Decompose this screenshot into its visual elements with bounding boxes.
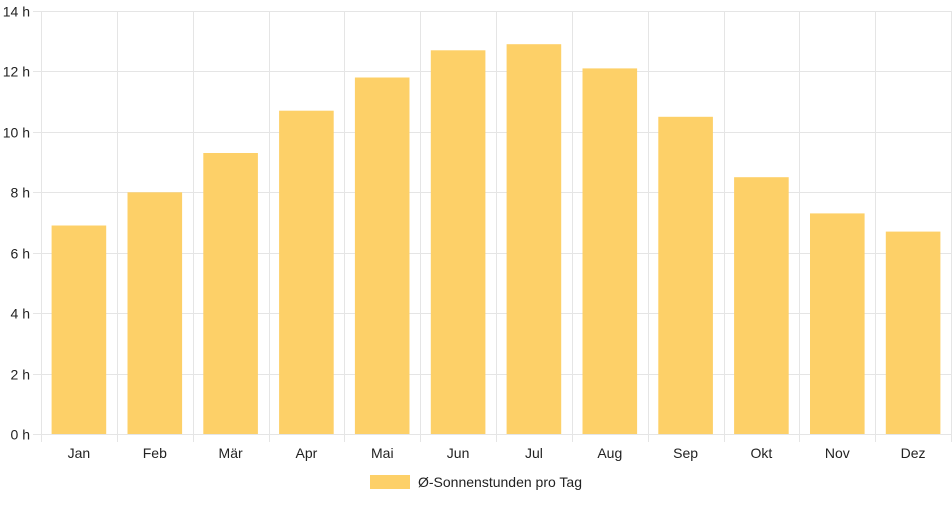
bar-mär[interactable] [203,153,258,434]
bar-nov[interactable] [810,213,865,434]
legend-swatch[interactable] [370,475,410,489]
y-tick-label: 14 h [3,4,30,20]
bar-feb[interactable] [127,192,183,434]
bar-okt[interactable] [734,177,789,434]
x-tick-label: Dez [901,445,926,461]
legend[interactable]: Ø-Sonnenstunden pro Tag [370,474,582,490]
x-tick-label: Jul [525,445,543,461]
y-tick-label: 12 h [3,64,30,80]
bar-jan[interactable] [51,225,107,435]
bar-dez[interactable] [885,231,941,434]
x-tick-label: Feb [143,445,167,461]
bar-mai[interactable] [354,77,410,435]
x-tick-label: Jun [447,445,470,461]
grid-lines [33,11,952,442]
x-tick-label: Nov [825,445,850,461]
bars [51,44,941,435]
bar-sep[interactable] [658,116,713,435]
x-tick-label: Aug [597,445,622,461]
y-tick-label: 4 h [11,306,30,322]
y-tick-label: 2 h [11,367,30,383]
x-tick-label: Okt [751,445,773,461]
bar-aug[interactable] [582,68,638,435]
y-tick-label: 0 h [11,427,30,443]
y-tick-label: 6 h [11,246,30,262]
x-tick-label: Apr [296,445,318,461]
y-tick-label: 10 h [3,125,30,141]
x-tick-label: Mär [219,445,243,461]
x-tick-label: Sep [673,445,698,461]
bar-jul[interactable] [506,44,562,434]
y-axis-tick-labels: 0 h 2 h 4 h 6 h 8 h 10 h 12 h 14 h [3,4,30,443]
x-tick-label: Jan [68,445,91,461]
legend-label[interactable]: Ø-Sonnenstunden pro Tag [418,474,582,490]
bar-jun[interactable] [430,50,486,435]
x-tick-label: Mai [371,445,394,461]
bar-apr[interactable] [279,110,334,434]
y-tick-label: 8 h [11,185,30,201]
x-axis-tick-labels: Jan Feb Mär Apr Mai Jun Jul Aug Sep Okt Nov Dez [68,445,926,461]
